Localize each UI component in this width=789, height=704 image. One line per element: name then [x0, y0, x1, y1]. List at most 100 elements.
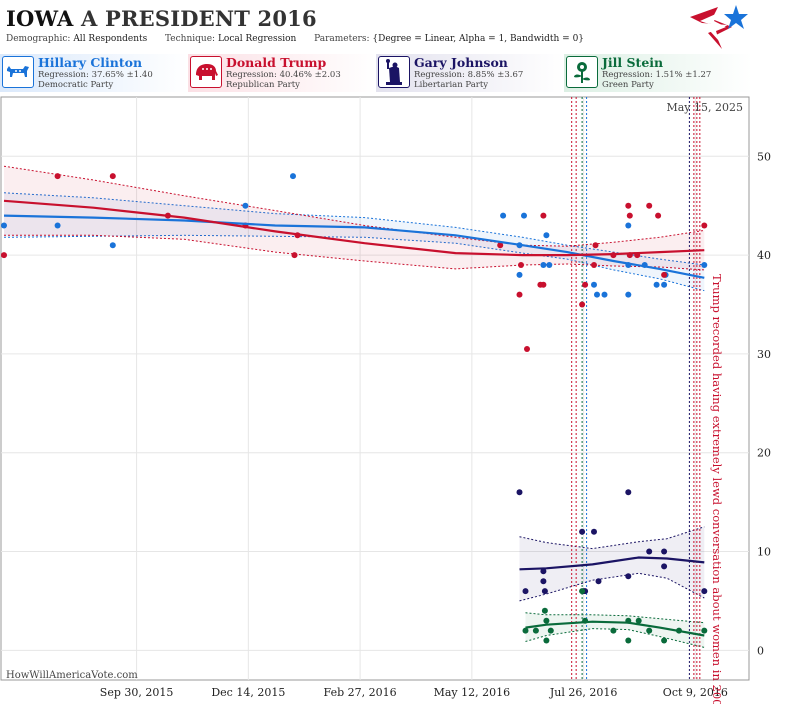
jill-stein-poll-point [635, 617, 642, 624]
hillary-clinton-poll-point [516, 271, 523, 278]
jill-stein-poll-point [646, 627, 653, 634]
technique-label: Technique: [165, 34, 216, 44]
donald-trump-poll-point [646, 202, 653, 209]
hillary-clinton-poll-point [1, 222, 7, 229]
donald-trump-poll-point [54, 173, 61, 180]
event-markers [571, 97, 701, 680]
y-tick-label: 30 [757, 348, 771, 361]
gary-johnson-band-upper [519, 526, 705, 550]
donkey-icon [2, 56, 34, 88]
y-tick-label: 0 [757, 644, 764, 657]
parameters-line: Demographic: All Respondents Technique: … [6, 34, 584, 44]
star-swoosh-logo-icon [690, 5, 748, 49]
jill-stein-trend-line [525, 620, 705, 637]
hillary-clinton-poll-point [546, 262, 553, 268]
demographic-value: All Respondents [73, 34, 148, 44]
gridlines [1, 97, 749, 680]
jill-stein-band [525, 612, 705, 648]
gary-johnson-poll-point [625, 573, 632, 580]
x-tick-label: Oct 9, 2016 [663, 686, 728, 699]
donald-trump-poll-point [579, 301, 586, 308]
gary-johnson-poll-point [646, 548, 653, 555]
x-tick-label: Dec 14, 2015 [211, 686, 285, 699]
candidate-party: Libertarian Party [414, 80, 489, 90]
donald-trump-poll-point [701, 222, 708, 229]
gary-johnson-poll-point [661, 563, 668, 570]
hillary-clinton-poll-point [521, 212, 527, 219]
candidate-name: Hillary Clinton [38, 55, 143, 70]
hillary-clinton-poll-point [625, 291, 632, 298]
hillary-clinton-poll-point [701, 262, 708, 268]
candidate-regression: Regression: 37.65% ±1.40 [38, 70, 153, 80]
page-title: IOWA A PRESIDENT 2016 [6, 6, 317, 31]
gary-johnson-poll-point [591, 528, 597, 535]
donald-trump-poll-point [516, 291, 523, 298]
date-stamp: May 15, 2025 [666, 101, 743, 114]
parameters-value: {Degree = Linear, Alpha = 1, Bandwidth =… [372, 34, 585, 44]
candidate-regression: Regression: 1.51% ±1.27 [602, 70, 712, 80]
hillary-clinton-poll-point [540, 262, 547, 268]
gary-johnson-poll-point [522, 588, 529, 595]
gary-johnson-band [519, 526, 705, 601]
jill-stein-poll-point [625, 637, 632, 644]
donald-trump-poll-point [582, 281, 589, 288]
parameters-label: Parameters: [314, 34, 370, 44]
gary-johnson-poll-point [540, 568, 547, 575]
jill-stein-poll-point [661, 637, 668, 644]
gary-johnson-poll-point [541, 588, 548, 595]
gary-johnson-poll-point [579, 528, 586, 535]
candidate-party: Democratic Party [38, 80, 114, 90]
rose-icon [566, 56, 598, 88]
candidate-name: Gary Johnson [414, 55, 508, 70]
y-tick-label: 40 [757, 249, 771, 262]
hillary-clinton-poll-point [242, 202, 249, 209]
donald-trump-poll-point [524, 346, 530, 352]
y-axis: 0 10 20 30 40 50 [757, 150, 771, 657]
jill-stein-poll-point [701, 627, 708, 634]
donald-trump-poll-point [1, 252, 7, 259]
y-tick-label: 20 [757, 447, 771, 460]
title-state: IOWA [6, 6, 74, 31]
gary-johnson-poll-point [540, 578, 547, 585]
candidate-name: Jill Stein [602, 55, 664, 70]
jill-stein-poll-point [579, 588, 586, 595]
statue-of-liberty-icon [378, 56, 410, 88]
hillary-clinton-poll-point [661, 281, 668, 288]
hillary-clinton-poll-point [594, 291, 600, 298]
y-tick-label: 50 [757, 150, 771, 163]
gary-johnson-trend-line [519, 556, 705, 571]
candidate-regression: Regression: 8.85% ±3.67 [414, 70, 524, 80]
poll-points [1, 173, 708, 644]
event-annotation: Trump recorded having extremely lewd con… [710, 274, 724, 704]
legend-stein: Jill Stein Regression: 1.51% ±1.27 Green… [564, 54, 752, 92]
donald-trump-poll-point [591, 262, 597, 268]
donald-trump-band-upper [3, 165, 705, 247]
jill-stein-poll-point [541, 607, 548, 614]
hillary-clinton-poll-point [625, 222, 632, 229]
jill-stein-poll-point [610, 627, 617, 634]
jill-stein-poll-point [547, 627, 554, 634]
poll-chart: 0 10 20 30 40 50 Sep 30, 2015 Dec 14, 2015 Feb … [0, 96, 771, 704]
technique-value: Local Regression [217, 34, 297, 44]
title-race: A PRESIDENT 2016 [80, 6, 317, 31]
legend-trump: Donald Trump Regression: 40.46% ±2.03 Re… [188, 54, 376, 92]
hillary-clinton-poll-point [543, 232, 550, 239]
jill-stein-poll-point [543, 617, 550, 624]
hillary-clinton-poll-point [601, 291, 608, 298]
gary-johnson-poll-point [661, 548, 668, 555]
donald-trump-poll-point [626, 212, 633, 219]
x-tick-label: Feb 27, 2016 [324, 686, 397, 699]
x-tick-label: Sep 30, 2015 [100, 686, 174, 699]
hillary-clinton-poll-point [653, 281, 660, 288]
source-label: HowWillAmericaVote.com [6, 670, 138, 681]
donald-trump-band [4, 166, 705, 270]
legend-johnson: Gary Johnson Regression: 8.85% ±3.67 Lib… [376, 54, 564, 92]
donald-trump-poll-point [655, 212, 662, 219]
hillary-clinton-poll-point [591, 281, 597, 288]
y-tick-label: 10 [757, 546, 771, 559]
demographic-label: Demographic: [6, 34, 71, 44]
candidate-party: Republican Party [226, 80, 300, 90]
hillary-clinton-poll-point [290, 173, 296, 180]
jill-stein-band-upper [525, 612, 705, 624]
jill-stein-poll-point [532, 627, 539, 634]
